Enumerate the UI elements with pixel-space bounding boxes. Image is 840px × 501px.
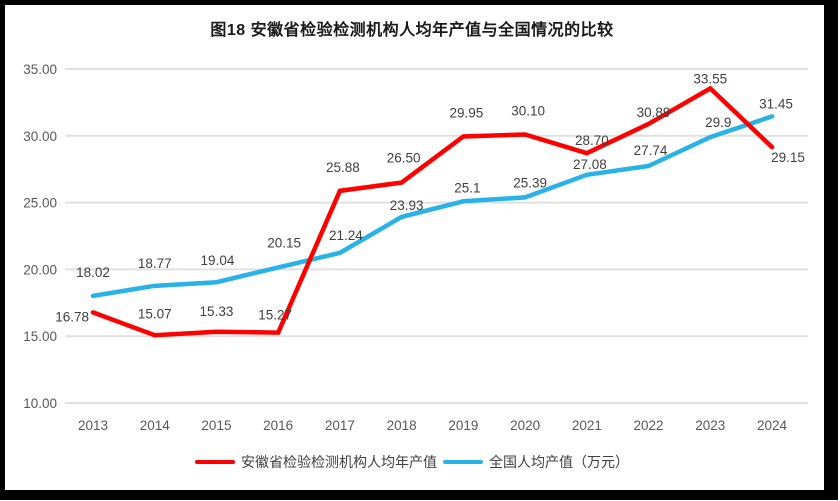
data-label: 25.39: [513, 175, 547, 190]
data-label: 18.02: [76, 265, 110, 280]
series-line-anhui: [90, 85, 775, 338]
y-axis-label: 15.00: [23, 329, 57, 344]
data-label: 18.77: [138, 256, 172, 271]
series-line-national: [90, 114, 775, 299]
y-axis-label: 30.00: [23, 129, 57, 144]
data-label: 19.04: [201, 253, 235, 268]
data-label: 26.50: [387, 151, 421, 166]
data-label: 29.15: [771, 150, 805, 165]
page-border-top: [0, 0, 838, 5]
data-label: 15.33: [200, 304, 234, 319]
data-label: 25.88: [326, 160, 360, 175]
page-border-bottom: [0, 490, 838, 500]
data-label: 27.08: [573, 157, 607, 172]
x-axis-label: 2013: [78, 418, 108, 433]
y-axis-label: 35.00: [23, 62, 57, 77]
y-axis-label: 25.00: [23, 196, 57, 211]
legend-label-national: 全国人均产值（万元）: [489, 454, 629, 470]
x-axis-label: 2018: [387, 418, 417, 433]
data-label: 20.15: [267, 235, 301, 250]
x-axis-label: 2019: [448, 418, 478, 433]
data-label: 15.27: [258, 308, 292, 323]
data-label: 31.45: [759, 96, 793, 111]
data-label: 27.74: [634, 143, 668, 158]
data-label: 25.1: [454, 180, 480, 195]
data-label: 16.78: [55, 309, 89, 324]
y-axis-label: 20.00: [23, 262, 57, 277]
legend-swatch-blue-line: [443, 460, 483, 464]
x-axis-label: 2014: [140, 418, 171, 433]
legend-swatch-red-line: [195, 460, 235, 464]
data-label: 30.10: [511, 103, 545, 118]
x-axis-label: 2021: [572, 418, 602, 433]
x-axis-label: 2024: [757, 418, 788, 433]
legend-item-national: 全国人均产值（万元）: [443, 452, 629, 472]
legend-item-anhui: 安徽省检验检测机构人均年产值: [195, 452, 437, 472]
data-label: 15.07: [138, 306, 172, 321]
page-border-left: [0, 0, 5, 500]
data-label: 29.9: [705, 115, 731, 130]
page-border-right: [824, 0, 838, 500]
x-axis-label: 2016: [263, 418, 293, 433]
x-axis-label: 2020: [510, 418, 540, 433]
data-label: 33.55: [693, 71, 727, 86]
y-axis-label: 10.00: [23, 396, 57, 411]
data-label: 29.95: [449, 105, 483, 120]
data-label: 30.89: [637, 105, 671, 120]
data-label: 23.93: [390, 198, 424, 213]
data-label: 21.24: [329, 228, 363, 243]
x-axis-label: 2023: [695, 418, 725, 433]
x-axis-label: 2015: [201, 418, 231, 433]
data-label: 28.70: [575, 133, 609, 148]
legend-label-anhui: 安徽省检验检测机构人均年产值: [241, 454, 437, 470]
x-axis-label: 2022: [634, 418, 664, 433]
x-axis-label: 2017: [325, 418, 355, 433]
legend: 安徽省检验检测机构人均年产值 全国人均产值（万元）: [0, 452, 824, 472]
chart-title: 图18 安徽省检验检测机构人均年产值与全国情况的比较: [210, 22, 614, 39]
